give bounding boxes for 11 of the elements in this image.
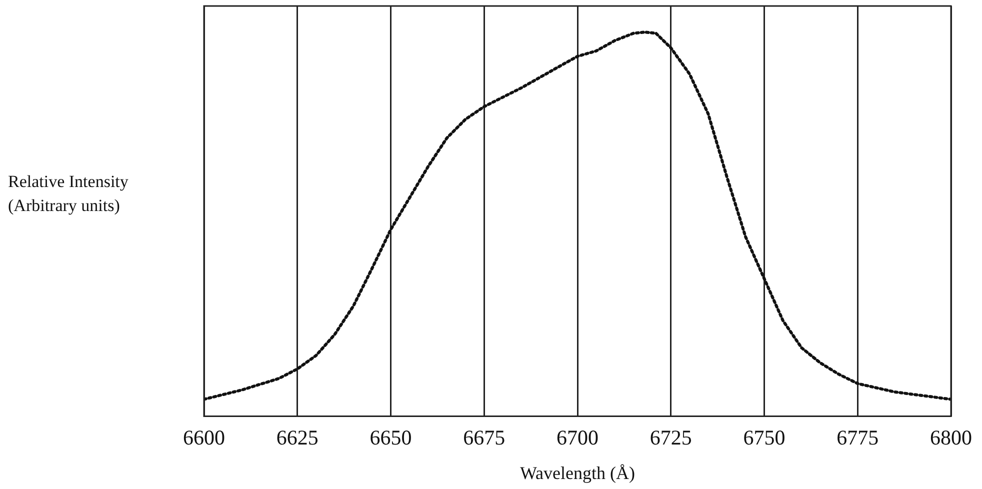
x-tick-label: 6675	[463, 425, 506, 450]
x-tick-label: 6725	[650, 425, 692, 450]
x-axis-title: Wavelength (Å)	[520, 462, 636, 483]
y-axis-title: Relative Intensity (Arbitrary units)	[8, 171, 130, 217]
x-tick-label: 6700	[556, 425, 598, 450]
x-tick-label: 6625	[276, 425, 318, 450]
x-tick-label: 6600	[183, 425, 225, 450]
x-tick-label: 6775	[836, 425, 879, 450]
x-tick-label: 6800	[930, 425, 972, 450]
x-tick-label: 6650	[370, 425, 412, 450]
x-tick-label: 6750	[743, 425, 786, 450]
